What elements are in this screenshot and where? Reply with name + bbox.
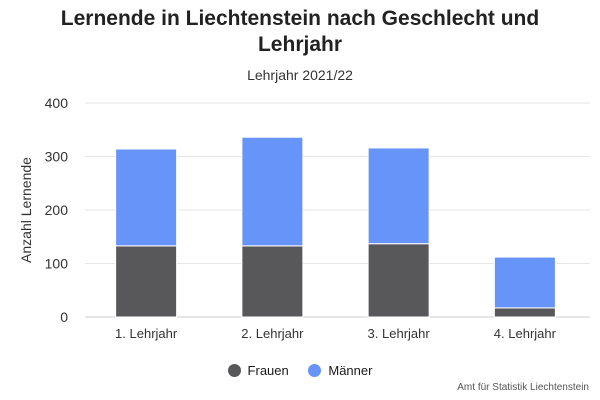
chart-subtitle: Lehrjahr 2021/22 [247, 67, 353, 83]
bar-frauen-2 [241, 245, 304, 318]
legend-label-frauen: Frauen [247, 363, 289, 378]
legend-marker-maenner [308, 364, 322, 377]
bar-maenner-4 [493, 256, 556, 309]
legend-item-maenner[interactable]: Männer [308, 363, 372, 378]
bar-maenner-2 [241, 136, 304, 247]
legend-item-frauen[interactable]: Frauen [227, 363, 289, 378]
x-tick-label: 2. Lehrjahr [241, 326, 304, 341]
bar-maenner-1 [115, 148, 178, 247]
legend: Frauen Männer [0, 363, 600, 380]
bar-maenner-3 [367, 147, 430, 245]
y-tick-label: 0 [60, 309, 68, 325]
bar-frauen-4 [493, 307, 556, 318]
legend-label-maenner: Männer [328, 363, 373, 378]
y-tick-label: 300 [45, 149, 69, 165]
legend-marker-frauen [227, 364, 241, 377]
bar-frauen-3 [367, 243, 430, 318]
bar-frauen-1 [115, 245, 178, 318]
x-tick-label: 4. Lehrjahr [494, 326, 557, 341]
y-tick-label: 100 [45, 256, 69, 272]
y-tick-label: 400 [45, 95, 69, 111]
y-tick-label: 200 [45, 202, 69, 218]
x-tick-label: 3. Lehrjahr [368, 326, 431, 341]
y-axis-title: Anzahl Lernende [18, 157, 34, 263]
chart-title: Lernende in Liechtenstein nach Geschlech… [60, 7, 540, 56]
credits[interactable]: Amt für Statistik Liechtenstein [457, 382, 589, 393]
x-tick-label: 1. Lehrjahr [115, 326, 178, 341]
